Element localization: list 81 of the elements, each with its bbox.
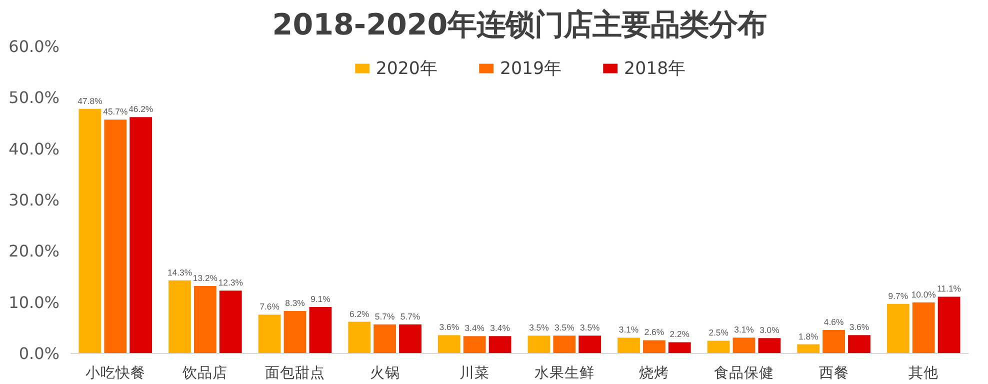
x-tick-label: 川菜	[460, 364, 490, 382]
bar	[886, 304, 910, 354]
x-tick-label: 食品保健	[714, 364, 774, 382]
bar	[618, 338, 640, 354]
data-label: 3.0%	[760, 325, 780, 336]
x-tick-label: 烧烤	[639, 364, 670, 382]
data-label: 3.6%	[849, 322, 870, 332]
data-label: 46.2%	[128, 104, 154, 114]
legend-label: 2019年	[500, 58, 562, 80]
bar	[797, 344, 820, 354]
bar	[707, 340, 730, 354]
data-label: 45.7%	[103, 106, 128, 117]
data-label: 2.6%	[644, 327, 664, 338]
y-tick-label: 10.0%	[8, 292, 60, 312]
data-label: 3.1%	[618, 324, 639, 335]
bar	[822, 330, 845, 354]
data-label: 47.8%	[78, 96, 103, 106]
data-label: 11.1%	[937, 284, 962, 294]
data-label: 9.7%	[888, 290, 908, 301]
bar	[668, 342, 691, 354]
bar	[643, 340, 666, 354]
bar	[284, 311, 306, 354]
bar	[309, 306, 332, 354]
bar	[912, 302, 935, 354]
y-tick-label: 50.0%	[8, 88, 60, 108]
x-tick-label: 水果生鲜	[534, 364, 594, 382]
bar	[194, 286, 216, 354]
data-label: 3.5%	[554, 322, 575, 333]
data-label: 3.6%	[439, 322, 460, 332]
legend-label: 2020年	[376, 58, 437, 80]
bar	[758, 338, 781, 354]
bar	[848, 335, 870, 354]
data-label: 3.5%	[529, 322, 550, 333]
bar	[938, 296, 960, 354]
data-label: 4.6%	[824, 316, 844, 327]
bar	[463, 336, 486, 354]
bar	[438, 335, 460, 354]
y-tick-label: 30.0%	[8, 190, 60, 210]
x-tick-label: 小吃快餐	[85, 364, 146, 382]
x-tick-label: 面包甜点	[265, 364, 325, 382]
data-label: 14.3%	[167, 267, 192, 278]
data-label: 3.1%	[734, 324, 754, 335]
data-label: 12.3%	[218, 278, 244, 288]
chart-title: 2018-2020年连锁门店主要品类分布	[272, 8, 767, 42]
data-label: 8.3%	[285, 298, 306, 308]
bar	[488, 336, 512, 354]
data-label: 6.2%	[349, 308, 370, 319]
y-tick-label: 60.0%	[8, 37, 60, 56]
legend-label: 2018年	[624, 58, 686, 80]
data-label: 2.5%	[708, 328, 729, 338]
data-label: 3.4%	[464, 323, 485, 334]
bar	[553, 336, 576, 354]
bar	[168, 280, 191, 354]
bar	[258, 314, 281, 354]
x-tick-label: 其他	[908, 364, 939, 382]
bar	[78, 108, 102, 354]
y-tick-label: 0.0%	[18, 344, 60, 363]
bar	[528, 336, 550, 354]
data-label: 9.1%	[310, 294, 331, 304]
bar	[578, 336, 602, 354]
data-label: 10.0%	[911, 289, 936, 300]
x-tick-label: 饮品店	[182, 364, 228, 382]
bar	[732, 338, 756, 354]
bar	[399, 324, 422, 354]
bar	[348, 322, 371, 354]
bar	[130, 117, 152, 354]
x-tick-label: 西餐	[818, 364, 849, 382]
bar	[374, 324, 396, 354]
bar	[219, 290, 242, 354]
data-label: 1.8%	[798, 331, 819, 342]
data-label: 13.2%	[192, 272, 218, 283]
bar	[104, 120, 127, 354]
data-label: 5.7%	[374, 311, 395, 322]
x-tick-label: 火锅	[370, 364, 400, 382]
y-tick-label: 20.0%	[8, 242, 60, 261]
data-label: 2.2%	[670, 329, 690, 340]
data-label: 3.5%	[580, 322, 600, 333]
data-label: 7.6%	[260, 302, 280, 312]
data-label: 3.4%	[490, 323, 510, 334]
y-tick-label: 40.0%	[8, 139, 60, 158]
data-label: 5.7%	[400, 311, 420, 322]
